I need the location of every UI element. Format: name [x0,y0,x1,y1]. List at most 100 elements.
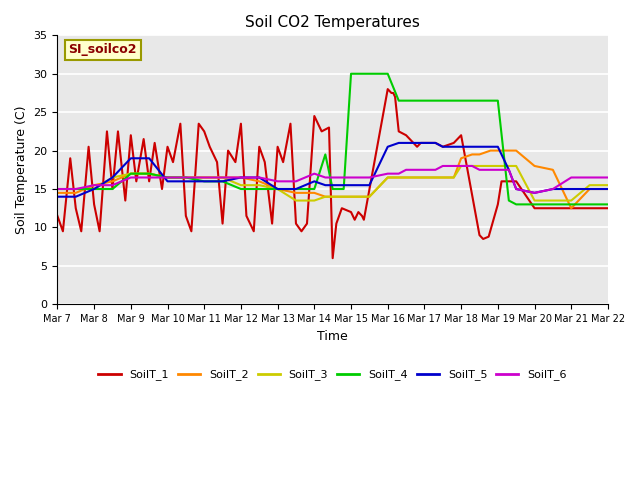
SoilT_1 [195,121,202,127]
SoilT_6 [54,186,61,192]
SoilT_3 [468,163,476,169]
SoilT_4 [604,202,612,207]
SoilT_6 [90,182,98,188]
SoilT_5 [109,175,116,180]
SoilT_6 [439,163,447,169]
SoilT_5 [310,179,318,184]
SoilT_5 [127,156,134,161]
SoilT_5 [505,167,513,173]
SoilT_5 [513,186,520,192]
SoilT_5 [292,186,300,192]
SoilT_5 [365,182,373,188]
SoilT_6 [531,190,538,196]
SoilT_4 [347,71,355,77]
SoilT_2 [54,190,61,196]
SoilT_2 [531,163,538,169]
SoilT_6 [164,175,172,180]
SoilT_4 [586,202,593,207]
SoilT_3 [439,175,447,180]
SoilT_2 [402,175,410,180]
SoilT_2 [431,175,439,180]
SoilT_5 [604,186,612,192]
SoilT_6 [420,167,428,173]
SoilT_1 [604,205,612,211]
SoilT_6 [586,175,593,180]
SoilT_5 [219,179,227,184]
SoilT_5 [321,182,329,188]
SoilT_4 [54,186,61,192]
SoilT_1 [431,140,439,146]
SoilT_4 [494,98,502,104]
SoilT_3 [109,175,116,180]
SoilT_2 [237,175,244,180]
SoilT_4 [513,202,520,207]
SoilT_3 [586,182,593,188]
SoilT_4 [402,98,410,104]
SoilT_5 [468,144,476,150]
SoilT_6 [182,175,189,180]
SoilT_4 [458,98,465,104]
SoilT_2 [219,175,227,180]
SoilT_2 [347,194,355,200]
SoilT_3 [90,186,98,192]
SoilT_3 [347,194,355,200]
Legend: SoilT_1, SoilT_2, SoilT_3, SoilT_4, SoilT_5, SoilT_6: SoilT_1, SoilT_2, SoilT_3, SoilT_4, Soil… [94,365,572,385]
SoilT_5 [237,175,244,180]
SoilT_6 [458,163,465,169]
SoilT_3 [274,186,282,192]
SoilT_4 [200,179,208,184]
SoilT_2 [200,175,208,180]
SoilT_6 [549,186,557,192]
SoilT_3 [164,175,172,180]
SoilT_6 [450,163,458,169]
SoilT_5 [255,175,263,180]
SoilT_3 [219,175,227,180]
SoilT_3 [365,194,373,200]
SoilT_3 [513,163,520,169]
SoilT_4 [255,186,263,192]
Line: SoilT_5: SoilT_5 [58,143,608,197]
SoilT_6 [568,175,575,180]
Line: SoilT_6: SoilT_6 [58,166,608,193]
SoilT_4 [365,71,373,77]
SoilT_4 [237,186,244,192]
SoilT_4 [486,98,494,104]
SoilT_6 [72,186,79,192]
SoilT_2 [439,175,447,180]
SoilT_4 [340,186,348,192]
SoilT_2 [586,186,593,192]
SoilT_5 [494,144,502,150]
SoilT_5 [402,140,410,146]
SoilT_4 [476,98,483,104]
SoilT_6 [413,167,421,173]
SoilT_2 [365,194,373,200]
SoilT_4 [145,171,153,177]
SoilT_2 [494,148,502,154]
SoilT_6 [513,186,520,192]
SoilT_6 [237,175,244,180]
SoilT_4 [127,171,134,177]
SoilT_3 [395,175,403,180]
SoilT_2 [420,175,428,180]
SoilT_4 [109,186,116,192]
X-axis label: Time: Time [317,330,348,343]
SoilT_6 [347,175,355,180]
SoilT_6 [494,167,502,173]
SoilT_2 [109,179,116,184]
SoilT_5 [476,144,483,150]
SoilT_5 [586,186,593,192]
SoilT_3 [329,194,337,200]
SoilT_2 [292,190,300,196]
SoilT_2 [127,171,134,177]
SoilT_3 [420,175,428,180]
SoilT_3 [505,163,513,169]
Line: SoilT_4: SoilT_4 [58,74,608,204]
SoilT_2 [486,148,494,154]
SoilT_3 [450,175,458,180]
SoilT_5 [486,144,494,150]
SoilT_6 [321,175,329,180]
SoilT_6 [431,167,439,173]
SoilT_2 [72,190,79,196]
SoilT_6 [255,175,263,180]
SoilT_6 [604,175,612,180]
